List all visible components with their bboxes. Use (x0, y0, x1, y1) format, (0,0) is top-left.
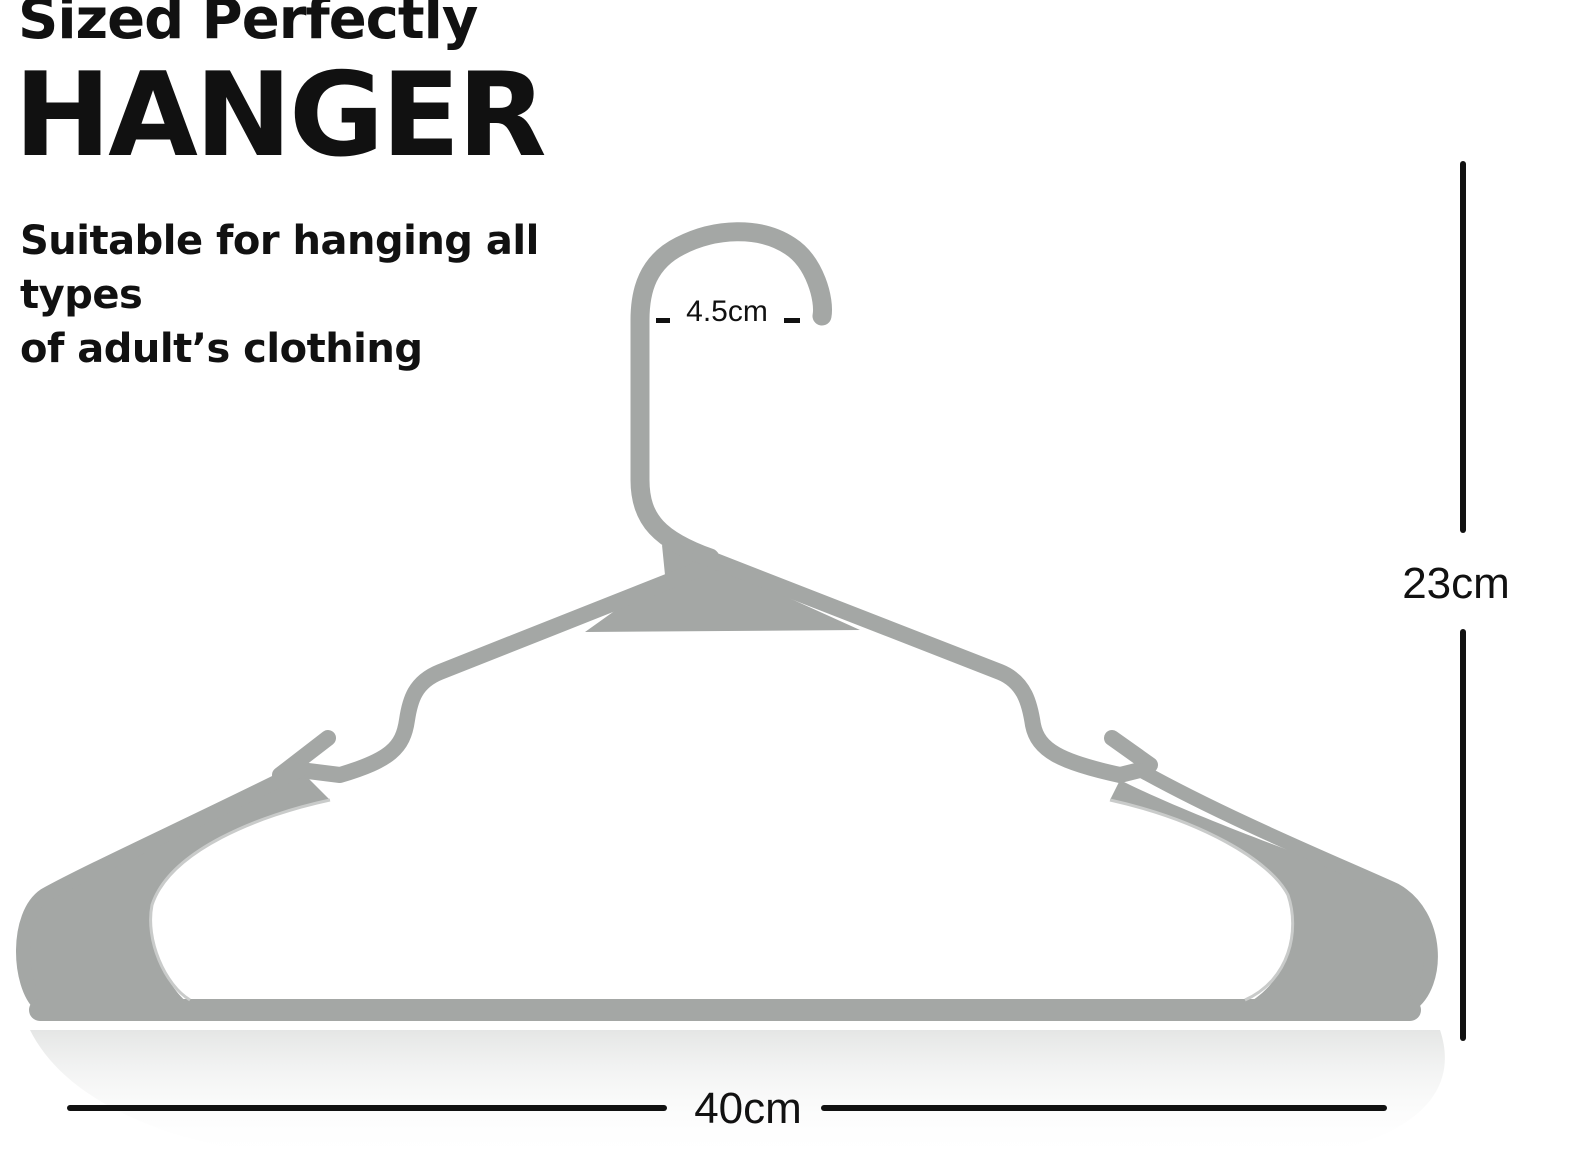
hanger-reflection (30, 1030, 1445, 1160)
right-tip (1104, 730, 1158, 773)
right-cutout-edge (1109, 798, 1295, 1002)
subtitle-heading: Sized Perfectly (18, 0, 478, 52)
title-heading: HANGER (14, 48, 547, 183)
center-gusset-plate (585, 545, 860, 632)
hanger-hook (630, 222, 832, 568)
left-shoulder-plate (22, 770, 331, 1005)
right-shoulder-edge (1133, 763, 1438, 1012)
hook-marker-right-tick (784, 318, 800, 323)
left-cutout-edge (149, 798, 331, 1002)
width-dimension: 40cm (67, 1084, 1387, 1133)
right-shoulder-plate (1110, 780, 1431, 1005)
right-arm (692, 547, 1148, 783)
left-shoulder-edge (16, 763, 307, 1012)
height-dimension: 23cm (1402, 161, 1510, 1041)
description-line-2: of adult’s clothing (20, 326, 423, 372)
left-arm (292, 557, 718, 783)
height-label: 23cm (1402, 559, 1510, 608)
hook-width-label: 4.5cm (686, 295, 768, 328)
width-label: 40cm (694, 1084, 802, 1133)
hook-width-marker: 4.5cm (656, 295, 800, 328)
description-line-1: Suitable for hanging all types (20, 218, 539, 318)
description-text: Suitable for hanging all types of adult’… (20, 214, 670, 376)
hook-marker-left-tick (656, 318, 670, 323)
